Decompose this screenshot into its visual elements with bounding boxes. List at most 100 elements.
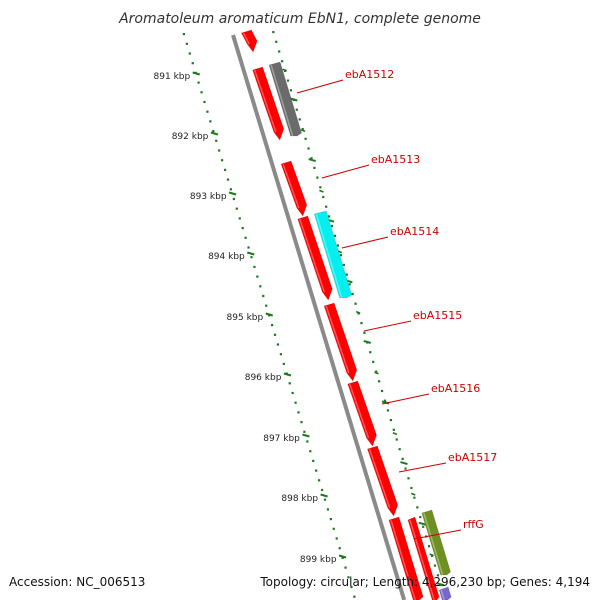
ruler-tick [192, 71, 200, 76]
ruler-dot [398, 448, 401, 451]
gene-feature[interactable] [421, 509, 452, 576]
ruler-dot [401, 457, 404, 460]
ruler-dot [430, 554, 434, 557]
gene-feature[interactable] [347, 380, 377, 447]
ruler-dot [300, 421, 303, 424]
ruler-dot [232, 197, 235, 201]
gene-label[interactable]: ebA1517 [448, 451, 497, 464]
ruler-dot [272, 31, 275, 34]
ruler-dot [416, 506, 419, 509]
ruler-dot [291, 391, 294, 395]
gene-label[interactable]: ebA1516 [431, 382, 480, 395]
gene-feature[interactable] [388, 516, 424, 600]
gene-label[interactable]: rffG [463, 518, 484, 531]
ruler-dot [188, 52, 191, 55]
ruler-dot [303, 430, 306, 433]
feature-highlight [282, 163, 300, 209]
ruler-dot [312, 459, 315, 462]
gene-label[interactable]: ebA1513 [371, 153, 420, 166]
ruler-dot [316, 176, 319, 179]
gene-feature[interactable] [438, 586, 452, 600]
ruler-dot [315, 469, 318, 472]
ruler-tick [246, 251, 255, 256]
ruler-dot [319, 186, 322, 189]
ruler-dot [215, 139, 218, 142]
ruler-dot [270, 324, 274, 327]
ruler-dot [313, 166, 316, 169]
gene-feature[interactable] [313, 210, 353, 299]
ruler-dot [413, 496, 416, 499]
gene-feature[interactable] [366, 445, 399, 517]
ruler-dot [223, 168, 227, 171]
ruler-tick [302, 433, 310, 438]
ruler-tick [283, 372, 292, 377]
genome-stats-text: Topology: circular; Length: 4,296,230 bp… [259, 575, 590, 589]
ruler-tick [337, 250, 343, 254]
gene-feature[interactable] [240, 29, 258, 53]
ruler-dot [363, 331, 366, 334]
ruler-tick [228, 191, 237, 196]
ruler-dot [218, 149, 221, 152]
ruler-dot [404, 467, 407, 470]
ruler-tick [210, 131, 219, 136]
feature-highlight [368, 448, 391, 509]
feature-highlight [270, 64, 294, 137]
ruler-dot [191, 62, 194, 65]
ruler-dot [347, 576, 350, 579]
ruler-dot [197, 81, 200, 84]
gene-feature[interactable] [252, 66, 285, 141]
gene-feature[interactable] [323, 302, 358, 382]
ruler-dot [436, 574, 439, 577]
ruler-dot [422, 525, 425, 528]
ruler-dot [351, 292, 354, 296]
ruler-dot [200, 91, 203, 94]
gene-feature[interactable] [407, 516, 440, 600]
ruler-dot [344, 566, 347, 569]
ruler-dot [278, 50, 281, 53]
ruler-dot [276, 343, 280, 346]
ruler-tick [436, 582, 445, 587]
ruler-tick [265, 312, 274, 317]
gene-feature[interactable] [268, 61, 303, 137]
ruler-dot [369, 351, 372, 354]
ruler-dot [326, 508, 330, 511]
ruler-dot [253, 265, 256, 268]
ruler-tick-label: 894 kbp [208, 252, 245, 262]
gene-label-leader [321, 164, 370, 179]
ruler-tick-label: 897 kbp [263, 434, 300, 444]
ruler-tick [290, 97, 298, 102]
gene-label-leader [413, 529, 462, 540]
ruler-dot [354, 302, 357, 305]
gene-label[interactable]: ebA1515 [413, 309, 462, 322]
gene-label[interactable]: ebA1514 [390, 225, 439, 238]
ruler-tick-label: 895 kbp [227, 313, 264, 323]
backbone-line [231, 34, 407, 600]
ruler-dot [318, 479, 321, 482]
ruler-dot [286, 79, 290, 82]
ruler-dot [427, 545, 431, 548]
gene-label[interactable]: ebA1512 [345, 68, 394, 81]
ruler-tick [400, 461, 408, 466]
ruler-tick [355, 310, 361, 314]
ruler-dot [244, 236, 247, 239]
ruler-dot [281, 60, 284, 63]
ruler-dot [289, 89, 293, 92]
ruler-dot [320, 488, 324, 492]
gene-label-leader [381, 393, 430, 405]
ruler-ticks: 891 kbp 892 kbp 893 kbp 894 kbp 895 kbp 896 k… [154, 68, 445, 587]
ruler-dot [259, 285, 262, 288]
feature-highlight [423, 512, 444, 576]
ruler-dot [235, 207, 238, 210]
feature-highlight [349, 383, 370, 439]
backbone [231, 34, 407, 600]
ruler-dot [241, 227, 244, 230]
gene-feature[interactable] [297, 215, 333, 301]
feature-highlight [253, 69, 277, 133]
ruler-dot [275, 40, 278, 43]
gene-feature[interactable] [280, 160, 308, 217]
ruler-tick-label: 891 kbp [154, 72, 191, 82]
gene-label-leader [363, 320, 412, 332]
feature-highlight [409, 519, 435, 600]
ruler-dot [332, 527, 335, 530]
